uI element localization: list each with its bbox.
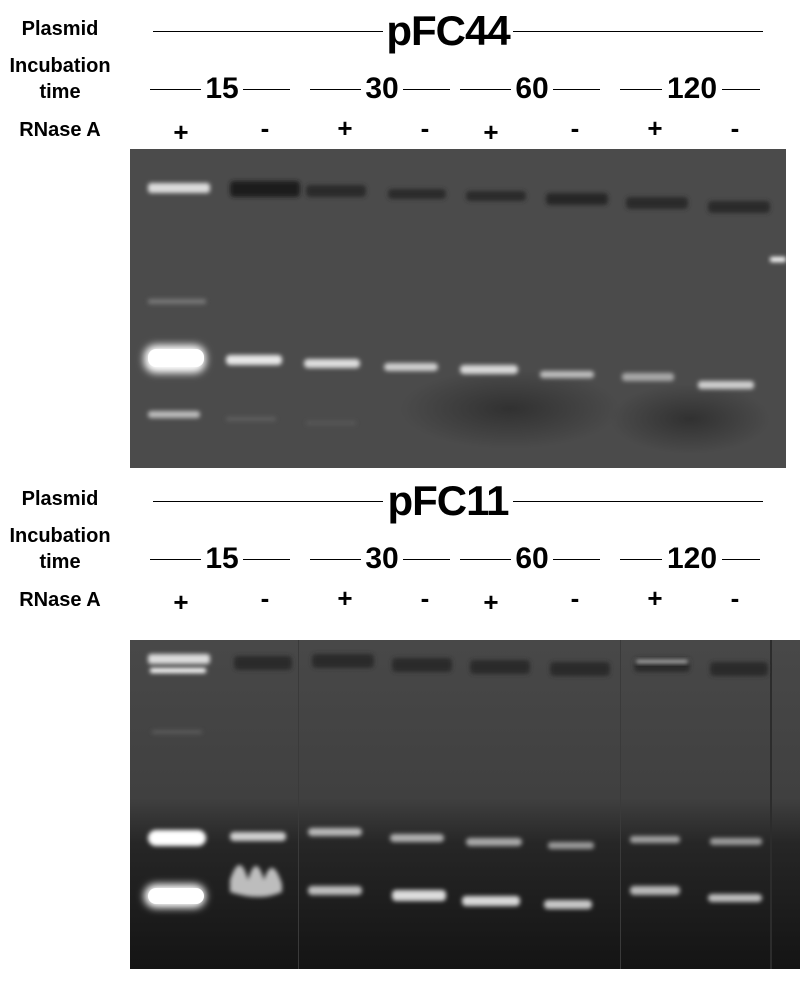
well-band [708, 201, 770, 213]
rnase-sign-lane-6: - [570, 113, 580, 143]
time-label-15: 15 [201, 543, 243, 575]
plasmid-label: Plasmid [21, 18, 99, 40]
time-label-60: 60 [511, 543, 553, 575]
rnase-sign-lane-4: - [420, 113, 430, 143]
rnase-sign-lane-1: + [173, 117, 189, 147]
rnase-sign-lane-3: + [337, 113, 353, 143]
faint-band [306, 421, 356, 425]
time-label-30: 30 [361, 73, 403, 105]
sample-band [226, 355, 282, 365]
well-band [388, 189, 446, 199]
plasmid-line-left [153, 501, 383, 502]
ladder-band [148, 411, 200, 418]
well-band [392, 658, 452, 672]
time-label-15: 15 [201, 73, 243, 105]
well-band [148, 654, 210, 664]
well-band [546, 193, 608, 205]
rnase-sign-lane-2: - [260, 113, 270, 143]
rnase-label: RNase A [19, 589, 101, 611]
plasmid-name: pFC11 [387, 477, 509, 524]
rnase-sign-lane-8: - [730, 113, 740, 143]
rnase-sign-lane-4: - [420, 583, 430, 613]
sample-band [548, 842, 594, 849]
time-label-30: 30 [361, 543, 403, 575]
sample-band [540, 371, 594, 378]
rnase-label: RNase A [19, 119, 101, 141]
sample-band [390, 834, 444, 842]
ladder-band [148, 299, 206, 304]
sample-band [708, 894, 762, 902]
time-label-120: 120 [662, 73, 722, 105]
edge-marker [770, 257, 786, 262]
rnase-sign-lane-3: + [337, 583, 353, 613]
plasmid-label: Plasmid [21, 488, 99, 510]
sample-band [544, 900, 592, 909]
gel-smear [610, 384, 770, 454]
splice-seam [298, 640, 299, 969]
sample-band [230, 832, 286, 841]
gel-smear [400, 369, 620, 449]
sample-band [710, 838, 762, 845]
well-band [234, 656, 292, 670]
incubation-label-line1: Incubation [9, 55, 111, 77]
gel-panel-pfc11: Plasmid pFC11 Incubation time 15 30 60 1… [0, 470, 806, 1005]
sample-band [384, 363, 438, 371]
splice-seam [770, 640, 772, 969]
incubation-label-line2: time [39, 81, 81, 103]
sample-band [622, 373, 674, 381]
plasmid-line-right [513, 31, 763, 32]
splice-seam [620, 640, 621, 969]
rnase-sign-lane-7: + [647, 583, 663, 613]
incubation-label-line2: time [39, 551, 81, 573]
time-label-60: 60 [511, 73, 553, 105]
sample-band [466, 838, 522, 846]
rnase-sign-lane-2: - [260, 583, 270, 613]
sample-band [304, 359, 360, 368]
rnase-sign-lane-5: + [483, 117, 499, 147]
well-band [312, 654, 374, 668]
rnase-sign-lane-7: + [647, 113, 663, 143]
ladder-band [152, 730, 202, 734]
well-band [470, 660, 530, 674]
plasmid-line-left [153, 31, 383, 32]
rnase-sign-lane-6: - [570, 583, 580, 613]
well-band [550, 662, 610, 676]
sample-band [462, 896, 520, 906]
well-band [150, 668, 206, 673]
gel-image-top [130, 149, 786, 468]
gel-panel-pfc44: Plasmid pFC44 Incubation time 15 30 60 1… [0, 0, 806, 470]
well-band [306, 185, 366, 197]
sample-band [460, 365, 518, 374]
gel-image-bottom [130, 640, 800, 969]
well-band [710, 662, 768, 676]
plasmid-line-right [513, 501, 763, 502]
gel-background [130, 640, 800, 969]
faint-band [226, 417, 276, 421]
well-band [636, 660, 688, 663]
incubation-label-line1: Incubation [9, 525, 111, 547]
ladder-band [148, 830, 206, 846]
sample-band [392, 890, 446, 901]
sample-smear [230, 865, 282, 897]
sample-band [630, 886, 680, 895]
well-band [148, 183, 210, 193]
rnase-sign-lane-5: + [483, 587, 499, 617]
plasmid-name: pFC44 [386, 7, 510, 54]
well-band [626, 197, 688, 209]
ladder-band [148, 349, 204, 367]
time-label-120: 120 [662, 543, 722, 575]
ladder-band [148, 888, 204, 904]
sample-band [698, 381, 754, 389]
well-band [466, 191, 526, 201]
sample-band [308, 828, 362, 836]
rnase-sign-lane-8: - [730, 583, 740, 613]
sample-band [630, 836, 680, 843]
rnase-sign-lane-1: + [173, 587, 189, 617]
well-band [230, 181, 300, 197]
sample-band [308, 886, 362, 895]
